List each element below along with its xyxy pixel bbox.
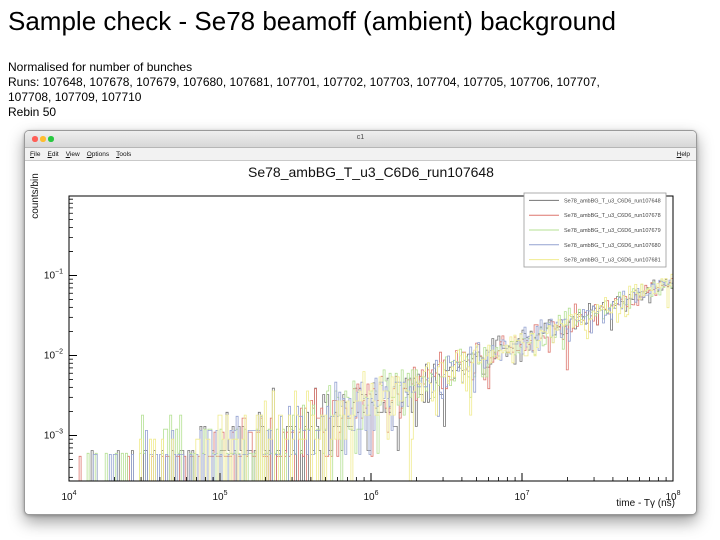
x-tick-label: 106 bbox=[363, 490, 378, 503]
legend-entry: Se78_ambBG_T_u3_C6D6_run107681 bbox=[564, 258, 661, 264]
subtitle-line-rebin: Rebin 50 bbox=[8, 105, 57, 119]
menu-item-help[interactable]: Help bbox=[676, 150, 690, 158]
window-title: c1 bbox=[356, 134, 365, 141]
series-Se78_ambBG_T_u3_C6D6_run107681 bbox=[69, 273, 673, 481]
menubar: File Edit View Options Tools Help bbox=[25, 148, 696, 161]
window-titlebar[interactable]: c1 bbox=[25, 131, 696, 148]
root-plot: Se78_ambBG_T_u3_C6D6_run107648 104 105 106… bbox=[30, 164, 681, 509]
x-tick-label: 104 bbox=[61, 490, 76, 503]
subtitle-line-normalised: Normalised for number of bunches bbox=[8, 60, 193, 74]
legend-entry: Se78_ambBG_T_u3_C6D6_run107648 bbox=[564, 198, 661, 204]
plot-title: Se78_ambBG_T_u3_C6D6_run107648 bbox=[248, 164, 494, 180]
x-tick-label: 108 bbox=[665, 490, 680, 503]
series-Se78_ambBG_T_u3_C6D6_run107680 bbox=[69, 279, 673, 481]
subtitle-line-runs-cont: 107708, 107709, 107710 bbox=[8, 90, 142, 104]
menu-item-file[interactable]: File bbox=[30, 150, 41, 158]
series-Se78_ambBG_T_u3_C6D6_run107679 bbox=[69, 279, 673, 481]
menu-item-edit[interactable]: Edit bbox=[47, 150, 59, 158]
menu-item-view[interactable]: View bbox=[65, 150, 80, 158]
y-tick-label: 10−2 bbox=[44, 349, 63, 362]
close-button[interactable] bbox=[32, 136, 38, 142]
y-tick-label: 10−1 bbox=[44, 269, 63, 282]
y-axis-title: counts/bin bbox=[30, 173, 41, 219]
zoom-button[interactable] bbox=[48, 136, 54, 142]
canvas-content: Se78_ambBG_T_u3_C6D6_run107648 104 105 106… bbox=[25, 161, 696, 514]
menu-item-options[interactable]: Options bbox=[86, 150, 110, 158]
x-tick-label: 107 bbox=[514, 490, 529, 503]
y-tick-label: 10−3 bbox=[44, 429, 63, 442]
root-canvas-window: c1 File Edit View Options Tools Help Se78_amb… bbox=[24, 130, 697, 515]
menu-item-tools[interactable]: Tools bbox=[116, 150, 132, 158]
slide-title: Sample check - Se78 beamoff (ambient) ba… bbox=[8, 6, 616, 36]
minimize-button[interactable] bbox=[40, 136, 46, 142]
axes-ticks: 104 105 106 107 108 10−1 10−2 10−3 bbox=[44, 198, 681, 503]
x-tick-label: 105 bbox=[212, 490, 227, 503]
legend-box: Se78_ambBG_T_u3_C6D6_run107648 Se78_ambBG… bbox=[523, 192, 667, 268]
x-axis-title: time - Tγ (ns) bbox=[616, 498, 675, 509]
legend-entry: Se78_ambBG_T_u3_C6D6_run107679 bbox=[564, 228, 661, 234]
subtitle-line-runs: Runs: 107648, 107678, 107679, 107680, 10… bbox=[8, 75, 600, 89]
legend-entry: Se78_ambBG_T_u3_C6D6_run107680 bbox=[564, 243, 661, 249]
legend-entry: Se78_ambBG_T_u3_C6D6_run107678 bbox=[564, 213, 661, 219]
series-layer bbox=[69, 273, 673, 481]
traffic-lights bbox=[32, 136, 54, 142]
slide-subtitle: Normalised for number of bunches Runs: 1… bbox=[8, 60, 600, 120]
